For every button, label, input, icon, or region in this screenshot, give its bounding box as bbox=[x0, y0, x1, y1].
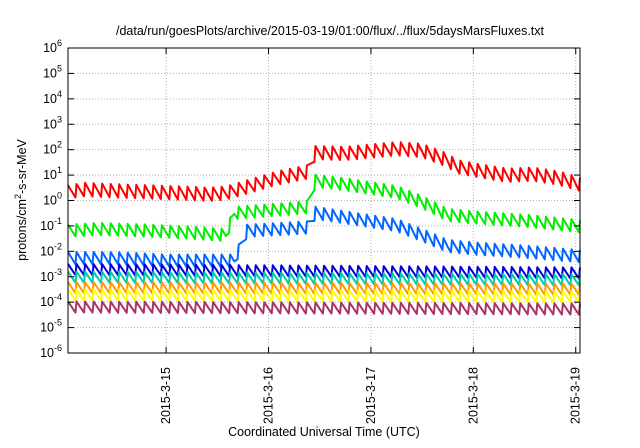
x-tick-label: 2015-3-17 bbox=[364, 367, 378, 424]
y-axis-label: protons/cm2-s-sr-MeV bbox=[13, 138, 29, 260]
series-line-1 bbox=[67, 141, 581, 202]
y-tick-exp: -1 bbox=[54, 216, 62, 226]
chart-title: /data/run/goesPlots/archive/2015-03-19/0… bbox=[116, 24, 545, 38]
y-tick-label: 103 bbox=[43, 114, 62, 131]
series-line-4 bbox=[67, 263, 581, 280]
x-tick-label: 2015-3-18 bbox=[466, 367, 480, 424]
y-tick-base: 10 bbox=[43, 194, 57, 208]
x-axis: 2015-3-15 2015-3-16 2015-3-17 2015-3-18 2015… bbox=[159, 48, 583, 424]
series-line-8 bbox=[67, 300, 581, 316]
y-tick-base: 10 bbox=[43, 168, 57, 182]
y-axis-label-sup: 2 bbox=[13, 194, 23, 199]
y-tick-base: 10 bbox=[40, 346, 54, 360]
y-tick-base: 10 bbox=[43, 66, 57, 80]
y-tick-base: 10 bbox=[43, 41, 57, 55]
y-tick-label: 102 bbox=[43, 140, 62, 157]
y-tick-exp: 1 bbox=[57, 165, 62, 175]
y-tick-base: 10 bbox=[43, 92, 57, 106]
y-tick-label: 10-1 bbox=[40, 216, 62, 233]
series-line-2 bbox=[67, 173, 581, 242]
y-tick-exp: 3 bbox=[57, 114, 62, 124]
y-tick-label: 10-6 bbox=[40, 343, 62, 360]
series-line-3 bbox=[67, 205, 581, 268]
y-axis-label-prefix: protons/cm bbox=[15, 199, 29, 261]
y-tick-base: 10 bbox=[40, 295, 54, 309]
y-tick-exp: -3 bbox=[54, 267, 62, 277]
series-line-7 bbox=[67, 288, 581, 304]
x-tick-label: 2015-3-19 bbox=[569, 367, 583, 424]
y-tick-label: 10-4 bbox=[40, 292, 62, 309]
y-axis-label-suffix: -s-sr-MeV bbox=[15, 138, 29, 194]
x-tick-label: 2015-3-16 bbox=[262, 367, 276, 424]
y-tick-label: 106 bbox=[43, 38, 62, 55]
y-tick-base: 10 bbox=[43, 117, 57, 131]
y-tick-base: 10 bbox=[40, 270, 54, 284]
y-tick-base: 10 bbox=[40, 244, 54, 258]
x-tick-label: 2015-3-15 bbox=[159, 367, 173, 424]
y-tick-exp: -5 bbox=[54, 318, 62, 328]
x-axis-label: Coordinated Universal Time (UTC) bbox=[228, 425, 420, 439]
y-tick-exp: 2 bbox=[57, 140, 62, 150]
y-tick-base: 10 bbox=[40, 219, 54, 233]
y-axis: 10-610-510-410-310-210-11001011021031041… bbox=[40, 38, 580, 360]
series-layer bbox=[67, 141, 581, 316]
y-tick-label: 101 bbox=[43, 165, 62, 182]
y-tick-exp: 6 bbox=[57, 38, 62, 48]
y-tick-base: 10 bbox=[40, 321, 54, 335]
y-tick-base: 10 bbox=[43, 143, 57, 157]
series-line-6 bbox=[67, 281, 581, 296]
y-tick-label: 104 bbox=[43, 89, 62, 106]
y-tick-label: 10-3 bbox=[40, 267, 62, 284]
y-tick-exp: -4 bbox=[54, 292, 62, 302]
y-tick-exp: 0 bbox=[57, 191, 62, 201]
series-line-5 bbox=[67, 270, 581, 287]
y-tick-exp: -2 bbox=[54, 241, 62, 251]
y-tick-label: 10-5 bbox=[40, 318, 62, 335]
y-tick-label: 100 bbox=[43, 191, 62, 208]
y-tick-exp: 5 bbox=[57, 63, 62, 73]
y-tick-label: 105 bbox=[43, 63, 62, 80]
y-tick-label: 10-2 bbox=[40, 241, 62, 258]
y-tick-exp: -6 bbox=[54, 343, 62, 353]
y-tick-exp: 4 bbox=[57, 89, 62, 99]
